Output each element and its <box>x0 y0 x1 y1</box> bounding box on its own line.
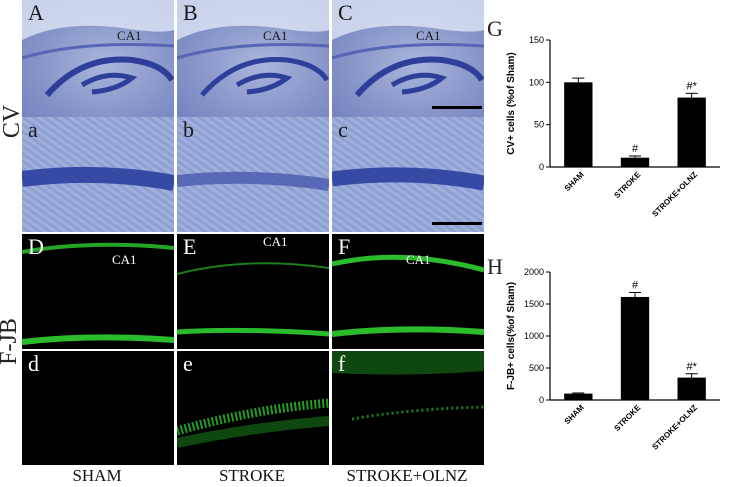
row-label-fjb: F-JB <box>0 318 22 365</box>
y-tick-label: 0 <box>539 395 544 405</box>
category-label: SHAM <box>563 403 586 426</box>
panel-label-d: d <box>28 351 39 376</box>
ca1-label: CA1 <box>263 234 288 249</box>
y-tick-label: 100 <box>529 77 544 87</box>
significance-label: #* <box>686 361 697 373</box>
y-tick-label: 2000 <box>524 267 544 277</box>
category-label: STROKE+OLNZ <box>650 170 699 219</box>
panel-label-b: b <box>183 117 194 142</box>
significance-label: # <box>632 143 639 155</box>
scale-bar <box>432 222 482 225</box>
col-label-stroke: STROKE <box>218 466 286 485</box>
panel-D: D CA1 <box>22 234 174 349</box>
panel-label-f: f <box>338 351 346 376</box>
ca1-label: CA1 <box>263 28 288 43</box>
panel-label-E: E <box>183 234 197 259</box>
category-label: STROKE <box>612 170 642 200</box>
panel-c: c <box>332 117 484 232</box>
chart-g: 0 50 100 150 CV+ cells (%of Sham) SHAM # STROKE… <box>490 30 730 235</box>
panel-e: e <box>177 351 329 465</box>
bar <box>677 377 706 400</box>
bar <box>564 82 593 167</box>
panel-A: A CA1 <box>22 0 174 117</box>
category-label: STROKE <box>612 403 642 433</box>
panel-label-B: B <box>183 0 198 25</box>
ca1-label: CA1 <box>406 252 431 267</box>
y-axis-label: F-JB+ cells(%of Sham) <box>506 282 517 390</box>
panel-B: B CA1 <box>177 0 329 117</box>
bar <box>564 393 593 400</box>
ca1-label: CA1 <box>112 252 137 267</box>
bar <box>620 296 650 400</box>
panel-label-C: C <box>338 0 353 25</box>
panel-label-D: D <box>28 234 44 259</box>
panel-C: C CA1 <box>332 0 484 117</box>
y-tick-label: 150 <box>529 35 544 45</box>
ca1-label: CA1 <box>416 28 441 43</box>
ca1-label: CA1 <box>117 28 142 43</box>
panel-label-a: a <box>28 117 38 142</box>
bar <box>620 157 650 167</box>
y-tick-label: 1000 <box>524 331 544 341</box>
panel-label-A: A <box>28 0 44 25</box>
category-label: STROKE+OLNZ <box>650 403 699 452</box>
y-axis-label: CV+ cells (%of Sham) <box>506 52 517 155</box>
panel-E: E CA1 <box>177 234 329 349</box>
scale-bar <box>432 106 482 109</box>
panel-label-F: F <box>338 234 351 259</box>
col-label-stroke-olnz: STROKE+OLNZ <box>346 466 468 485</box>
panel-label-c: c <box>338 117 348 142</box>
panel-F: F CA1 <box>332 234 484 349</box>
chart-label-h: H <box>487 254 503 279</box>
panel-d: d <box>22 351 174 465</box>
col-label-sham: SHAM <box>72 466 122 485</box>
panel-f: f <box>332 351 484 465</box>
significance-label: # <box>632 279 639 291</box>
panel-b: b <box>177 117 329 232</box>
y-tick-label: 0 <box>539 162 544 172</box>
chart-label-g: G <box>487 16 503 41</box>
panel-a: a <box>22 117 174 232</box>
y-tick-label: 50 <box>534 120 544 130</box>
significance-label: #* <box>686 80 697 92</box>
bar <box>677 97 706 167</box>
y-tick-label: 1500 <box>524 299 544 309</box>
chart-h: 0 500 1000 1500 2000 F-JB+ cells(%of Sham) SHA… <box>490 262 730 482</box>
panel-label-e: e <box>183 351 193 376</box>
y-tick-label: 500 <box>529 363 544 373</box>
category-label: SHAM <box>563 170 586 193</box>
